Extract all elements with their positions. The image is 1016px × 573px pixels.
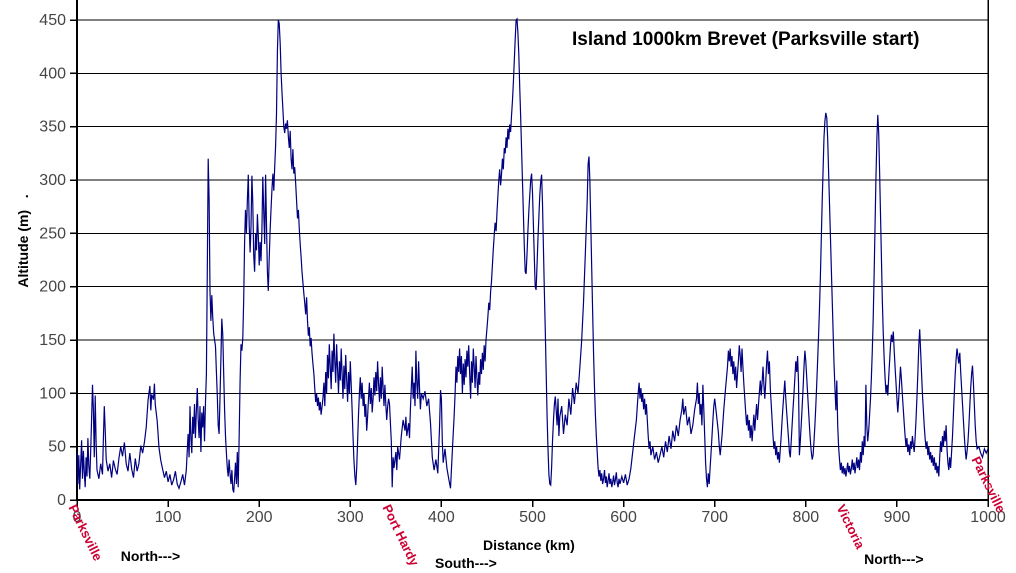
y-tick-label: 150 (39, 332, 66, 349)
x-axis-title: Distance (km) (483, 537, 575, 553)
x-tick-label: 100 (155, 509, 182, 526)
y-tick-label: 50 (48, 439, 66, 456)
x-tick-label: 800 (792, 509, 819, 526)
x-tick-label: 400 (428, 509, 455, 526)
y-tick-label: 350 (39, 119, 66, 136)
chart-title: Island 1000km Brevet (Parksville start) (572, 29, 920, 50)
direction-label: South---> (435, 555, 497, 571)
y-tick-label: 300 (39, 172, 66, 189)
direction-label: North---> (120, 548, 181, 564)
y-tick-label: 100 (39, 385, 66, 402)
x-tick-label: 0 (73, 509, 82, 526)
x-tick-label: 600 (610, 509, 637, 526)
x-tick-label: 300 (337, 509, 364, 526)
x-tick-label: 500 (519, 509, 546, 526)
y-tick-label: 200 (39, 279, 66, 296)
elevation-profile-line (76, 17, 989, 493)
y-axis-title: Altitude (m) . (15, 194, 31, 288)
y-tick-label: 0 (57, 492, 66, 509)
x-tick-label: 700 (701, 509, 728, 526)
y-tick-label: 250 (39, 225, 66, 242)
x-tick-label: 1000 (970, 509, 1006, 526)
y-tick-label: 450 (39, 12, 66, 29)
y-tick-label: 400 (39, 65, 66, 82)
x-tick-label: 900 (884, 509, 911, 526)
x-tick-label: 200 (246, 509, 273, 526)
direction-label: North---> (864, 551, 924, 567)
